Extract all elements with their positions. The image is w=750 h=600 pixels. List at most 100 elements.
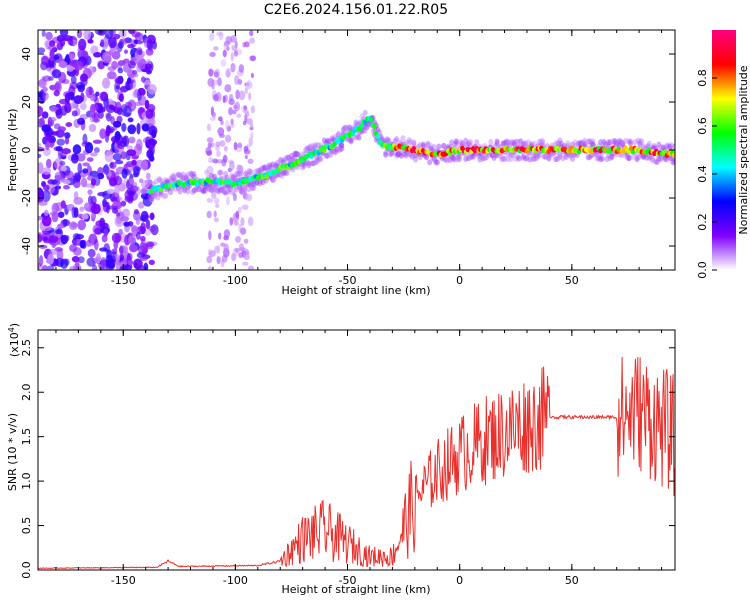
heatmap-cell: [138, 201, 145, 209]
heatmap-cell: [227, 168, 232, 173]
heatmap-cell: [76, 153, 86, 162]
heatmap-cell: [397, 151, 403, 158]
heatmap-cell: [427, 144, 433, 151]
heatmap-cell: [299, 161, 305, 168]
heatmap-cell: [368, 116, 374, 123]
heatmap-cell: [231, 253, 237, 262]
heatmap-cell: [263, 177, 269, 184]
heatmap-cell: [119, 245, 124, 255]
heatmap-cell: [163, 192, 169, 199]
heatmap-cell: [299, 164, 305, 171]
heatmap-cell: [193, 186, 199, 193]
heatmap-cell: [128, 30, 136, 35]
y-tick-label: 40: [20, 47, 33, 61]
heatmap-cell: [293, 150, 299, 157]
colorbar-tick-label: 0.2: [696, 213, 709, 231]
heatmap-cell: [201, 187, 207, 194]
heatmap-cell: [579, 140, 585, 147]
heatmap-cell: [49, 117, 57, 122]
heatmap-cell: [191, 173, 197, 180]
heatmap-cell: [100, 256, 107, 269]
heatmap-cell: [135, 231, 141, 240]
heatmap-cell: [247, 158, 254, 165]
heatmap-cell: [502, 155, 508, 162]
heatmap-cell: [560, 155, 566, 162]
heatmap-cell: [109, 161, 117, 170]
heatmap-cell: [541, 153, 547, 160]
heatmap-cell: [580, 139, 586, 146]
heatmap-cell: [210, 190, 217, 199]
heatmap-cell: [49, 49, 55, 58]
heatmap-cell: [82, 133, 88, 145]
heatmap-cell: [38, 162, 44, 174]
heatmap-cell: [312, 142, 318, 149]
heatmap-cell: [403, 151, 409, 158]
heatmap-cell: [648, 153, 654, 160]
heatmap-cell: [213, 46, 219, 51]
heatmap-cell: [463, 155, 469, 162]
heatmap-cell: [262, 165, 268, 172]
heatmap-cell: [359, 113, 365, 120]
heatmap-cell: [321, 137, 327, 144]
y-tick-label: 0: [20, 147, 33, 154]
heatmap-cell: [452, 141, 458, 148]
heatmap-cell: [65, 122, 73, 128]
heatmap-cell: [64, 132, 71, 139]
heatmap-cell: [90, 178, 96, 186]
heatmap-cell: [123, 221, 130, 227]
heatmap-cell: [102, 77, 111, 89]
heatmap-cell: [239, 189, 246, 195]
heatmap-cell: [522, 140, 528, 147]
heatmap-cell: [634, 154, 640, 161]
heatmap-cell: [463, 155, 469, 162]
heatmap-cell: [104, 151, 114, 163]
heatmap-cell: [541, 153, 547, 160]
heatmap-cell: [41, 30, 46, 37]
heatmap-cell: [626, 155, 632, 162]
heatmap-cell: [664, 143, 670, 150]
heatmap-cell: [559, 140, 565, 147]
heatmap-cell: [54, 82, 61, 91]
heatmap-cell: [223, 243, 229, 254]
heatmap-cell: [595, 155, 601, 162]
heatmap-cell: [38, 200, 48, 206]
heatmap-cell: [361, 127, 367, 134]
heatmap-cell: [77, 162, 83, 174]
heatmap-cell: [148, 138, 158, 146]
heatmap-cell: [483, 154, 489, 161]
heatmap-cell: [152, 40, 157, 50]
heatmap-cell: [527, 156, 533, 163]
heatmap-cell: [135, 217, 141, 226]
heatmap-cell: [140, 188, 148, 195]
heatmap-cell: [91, 203, 101, 215]
heatmap-cell: [246, 118, 253, 125]
heatmap-cell: [482, 154, 488, 161]
heatmap-cell: [230, 174, 236, 181]
heatmap-cell: [218, 116, 223, 122]
heatmap-cell: [406, 151, 412, 158]
heatmap-cell: [97, 172, 105, 180]
heatmap-cell: [246, 182, 251, 188]
heatmap-cell: [533, 152, 539, 159]
snr-ylabel: SNR (10 * v/v): [6, 413, 19, 491]
heatmap-cell: [149, 196, 155, 203]
heatmap-cell: [82, 168, 89, 174]
heatmap-cell: [238, 251, 244, 259]
heatmap-cell: [80, 92, 85, 102]
heatmap-cell: [620, 140, 626, 147]
heatmap-cell: [299, 151, 305, 158]
heatmap-cell: [295, 151, 301, 158]
heatmap-cell: [115, 215, 122, 225]
heatmap-cell: [585, 154, 591, 161]
heatmap-cell: [613, 140, 619, 147]
heatmap-cell: [453, 138, 459, 145]
heatmap-cell: [240, 216, 245, 227]
heatmap-cell: [177, 172, 183, 179]
heatmap-cell: [651, 143, 657, 150]
heatmap-cell: [206, 197, 213, 203]
heatmap-cell: [431, 156, 437, 163]
heatmap-cell: [342, 126, 348, 133]
heatmap-cell: [362, 123, 368, 130]
heatmap-cell: [53, 54, 60, 61]
heatmap-cell: [59, 30, 69, 37]
